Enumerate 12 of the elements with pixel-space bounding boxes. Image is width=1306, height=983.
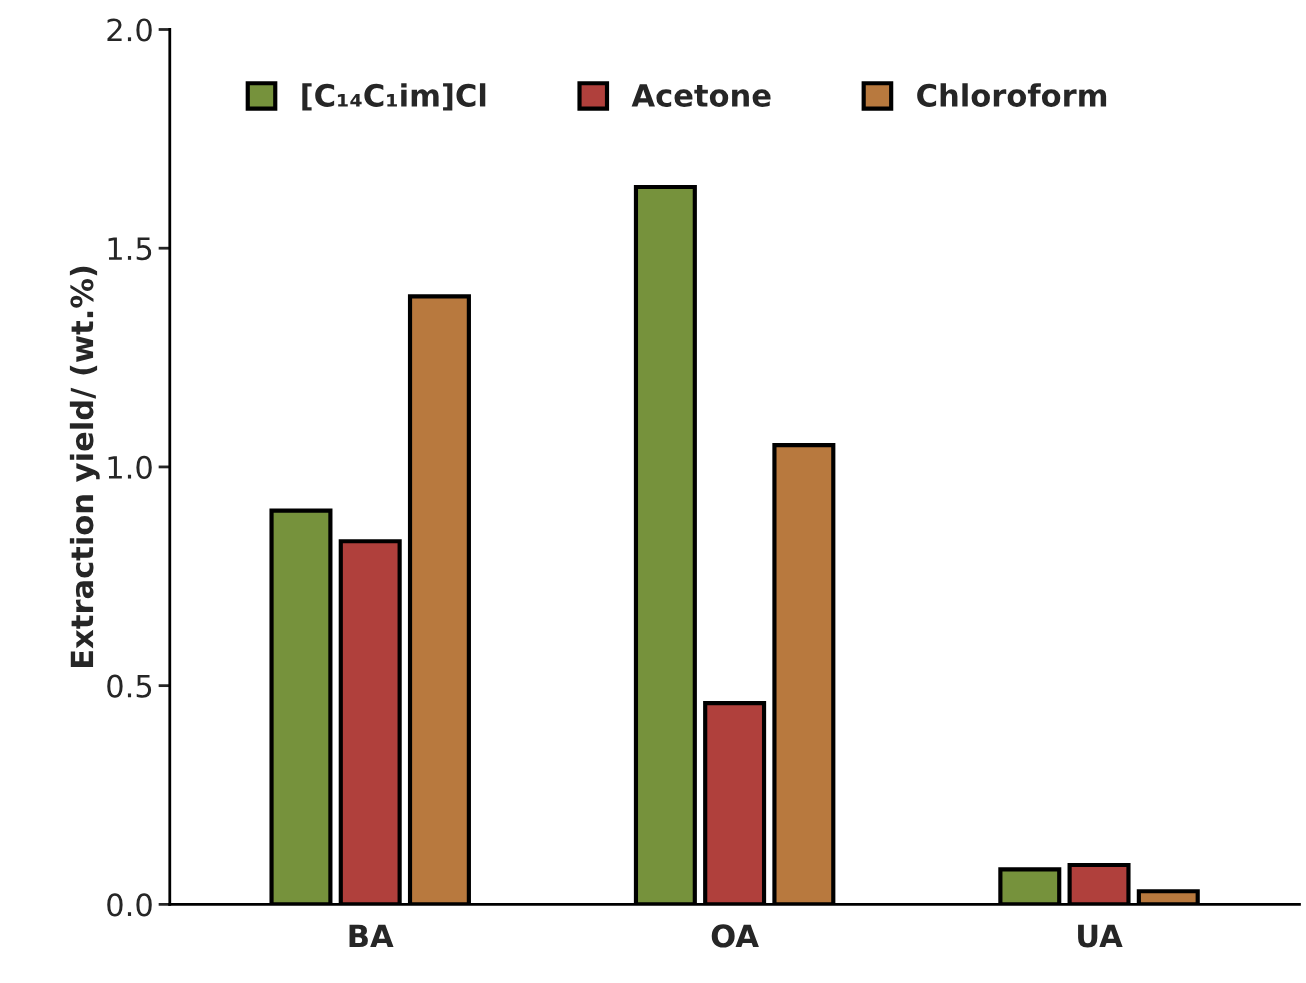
y-tick-label: 2.0 [107,18,152,42]
legend-label: Acetone [631,84,771,107]
y-axis-title: Extraction yield/ (wt.%) [69,266,100,667]
y-tick-label: 0.5 [107,674,152,698]
y-tick-label: 0.0 [107,893,152,917]
y-tick-label: 1.5 [108,237,152,261]
x-tick-label: UA [1078,924,1123,948]
y-tick-label: 1.0 [108,455,152,479]
legend-label: Chloroform [917,83,1107,107]
legend-label: [C₁₄C₁im]Cl [302,83,486,111]
x-tick-label: OA [711,924,759,948]
x-tick-label: BA [349,924,394,948]
